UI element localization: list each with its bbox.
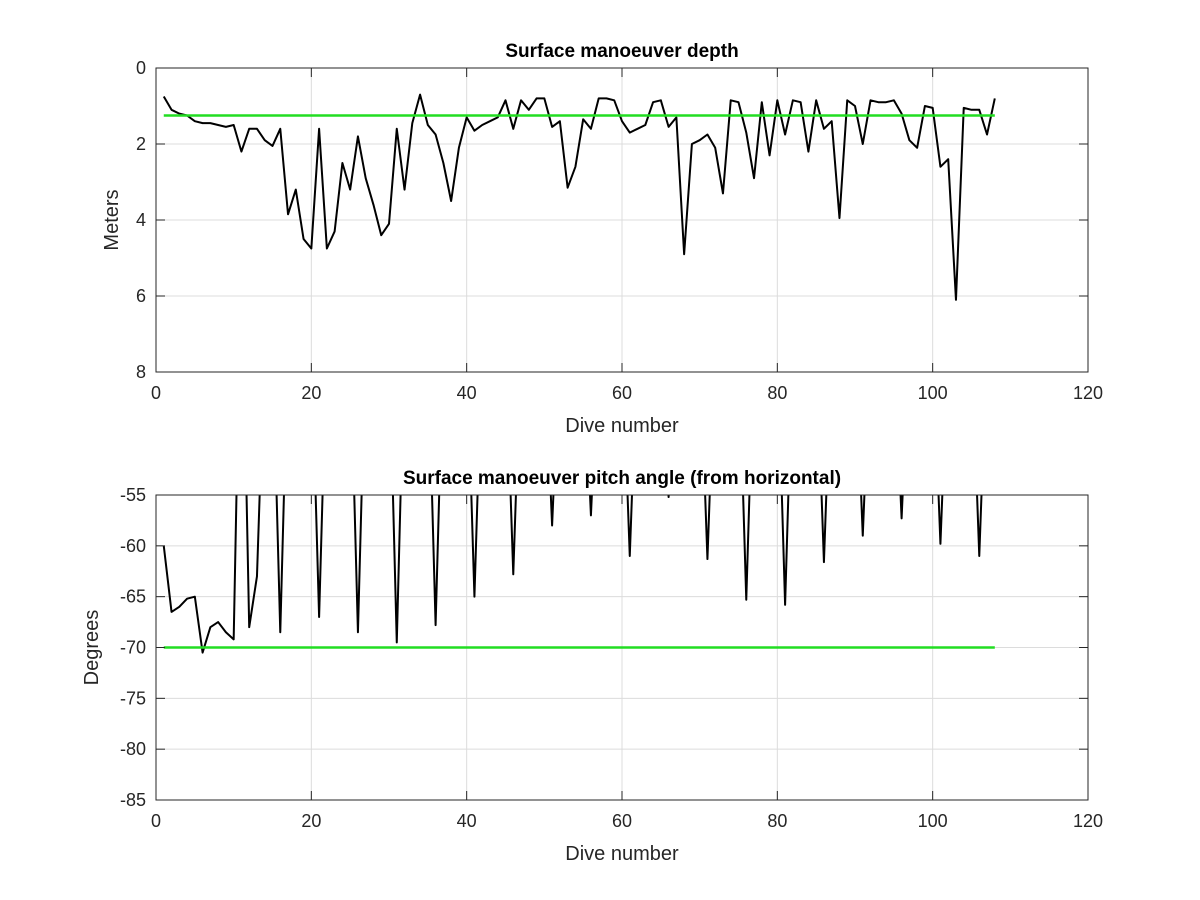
pitch-ticks: 0 20 40 60 80 100 120 -55 -60 -65 -70 -75 -80 -85	[120, 485, 1103, 831]
depth-ticks: 0 20 40 60 80 100 120 0 2 4 6 8	[136, 58, 1103, 403]
pitch-x-tick-label: 80	[767, 811, 787, 831]
pitch-x-axis-label: Dive number	[565, 843, 679, 865]
pitch-y-tick-label: -65	[120, 587, 146, 607]
pitch-y-tick-label: -60	[120, 536, 146, 556]
pitch-data-line	[162, 495, 983, 654]
depth-series	[162, 93, 996, 301]
depth-x-tick-label: 120	[1073, 383, 1103, 403]
depth-x-tick-label: 40	[457, 383, 477, 403]
pitch-x-tick-label: 120	[1073, 811, 1103, 831]
pitch-y-tick-label: -80	[120, 739, 146, 759]
depth-grid	[156, 68, 1088, 372]
pitch-x-tick-label: 0	[151, 811, 161, 831]
pitch-y-axis-label: Degrees	[81, 610, 103, 686]
depth-y-axis-label: Meters	[101, 189, 123, 250]
depth-x-axis-label: Dive number	[565, 415, 679, 437]
depth-chart: 0 20 40 60 80 100 120 0 2 4 6 8 Surface manoeuver d…	[101, 41, 1103, 437]
depth-x-tick-label: 20	[301, 383, 321, 403]
pitch-x-tick-label: 40	[457, 811, 477, 831]
pitch-x-tick-label: 60	[612, 811, 632, 831]
pitch-y-tick-label: -75	[120, 688, 146, 708]
pitch-series	[162, 495, 995, 654]
pitch-x-tick-label: 100	[918, 811, 948, 831]
pitch-chart-title: Surface manoeuver pitch angle (from hori…	[403, 468, 841, 489]
pitch-chart: 0 20 40 60 80 100 120 -55 -60 -65 -70 -75 -80 -85 Sur…	[81, 468, 1103, 865]
depth-x-tick-label: 60	[612, 383, 632, 403]
depth-x-tick-label: 0	[151, 383, 161, 403]
depth-y-tick-label: 8	[136, 362, 146, 382]
pitch-y-tick-label: -85	[120, 790, 146, 810]
depth-y-tick-label: 0	[136, 58, 146, 78]
depth-data-line	[162, 93, 996, 301]
depth-y-tick-label: 2	[136, 134, 146, 154]
depth-y-tick-label: 6	[136, 286, 146, 306]
pitch-y-tick-label: -55	[120, 485, 146, 505]
depth-x-tick-label: 80	[767, 383, 787, 403]
pitch-y-tick-label: -70	[120, 638, 146, 658]
depth-y-tick-label: 4	[136, 210, 146, 230]
depth-x-tick-label: 100	[918, 383, 948, 403]
pitch-x-tick-label: 20	[301, 811, 321, 831]
depth-chart-title: Surface manoeuver depth	[505, 41, 738, 62]
